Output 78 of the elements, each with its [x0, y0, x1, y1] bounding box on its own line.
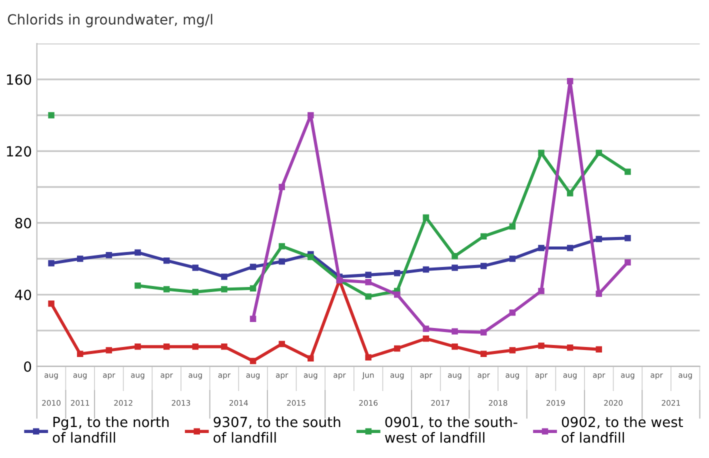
- point: [422, 335, 430, 342]
- point: [480, 262, 487, 270]
- y-tick-label: 0: [24, 361, 32, 372]
- point: [509, 256, 516, 262]
- point: [480, 350, 487, 357]
- point: [422, 214, 430, 221]
- point: [394, 270, 400, 276]
- point: [596, 290, 602, 297]
- point: [134, 344, 141, 350]
- point: [278, 243, 285, 250]
- point: [394, 292, 400, 298]
- point: [509, 223, 516, 230]
- point: [106, 252, 112, 258]
- point: [221, 286, 228, 292]
- point: [163, 257, 170, 264]
- point: [250, 264, 256, 270]
- point: [106, 347, 112, 354]
- point: [192, 344, 199, 350]
- legend-label: 9307, to the south of landfill: [214, 416, 340, 443]
- point: [365, 293, 372, 300]
- point: [278, 184, 285, 190]
- point: [566, 190, 574, 196]
- point: [566, 78, 574, 84]
- legend-label: Pg1, to the north of landfill: [52, 416, 169, 443]
- point: [596, 150, 602, 156]
- point: [538, 244, 544, 252]
- point: [422, 326, 430, 332]
- point: [538, 342, 544, 349]
- point: [192, 264, 199, 271]
- point: [596, 236, 602, 242]
- point: [134, 249, 141, 256]
- point: [278, 258, 285, 265]
- legend-label: 0902, to the west of landfill: [562, 416, 683, 443]
- point: [365, 272, 372, 278]
- point: [480, 233, 487, 240]
- y-tick-label: 120: [7, 146, 32, 157]
- point: [134, 282, 141, 289]
- point: [509, 347, 516, 354]
- point: [452, 264, 458, 271]
- y-tick-label: 40: [15, 290, 32, 300]
- point: [452, 344, 458, 350]
- point: [596, 346, 602, 352]
- legend-label: 0901, to the south- west of landfill: [384, 416, 518, 443]
- point: [365, 278, 372, 286]
- point: [76, 350, 84, 357]
- point: [538, 150, 544, 156]
- chart-title: Chlorids in groundwater, mg/l: [8, 14, 212, 28]
- point: [308, 355, 314, 362]
- y-tick-label: 160: [7, 74, 32, 85]
- point: [163, 344, 170, 350]
- point: [221, 344, 228, 350]
- point: [566, 244, 574, 252]
- point: [250, 316, 256, 322]
- point: [308, 112, 314, 118]
- point: [76, 256, 84, 262]
- point: [480, 329, 487, 336]
- point: [48, 260, 54, 266]
- point: [509, 309, 516, 316]
- point: [566, 344, 574, 351]
- point: [308, 254, 314, 260]
- point: [452, 328, 458, 335]
- point: [452, 252, 458, 260]
- point: [394, 345, 400, 352]
- point: [624, 259, 631, 266]
- point: [48, 300, 54, 307]
- point: [221, 274, 228, 280]
- point: [278, 340, 285, 348]
- point: [192, 288, 199, 296]
- point: [365, 354, 372, 361]
- point: [163, 286, 170, 292]
- point: [48, 112, 54, 118]
- point: [250, 285, 256, 292]
- point: [250, 358, 256, 364]
- point: [624, 235, 631, 242]
- point: [624, 168, 631, 175]
- y-tick-label: 80: [15, 218, 32, 228]
- point: [538, 288, 544, 294]
- point: [422, 266, 430, 273]
